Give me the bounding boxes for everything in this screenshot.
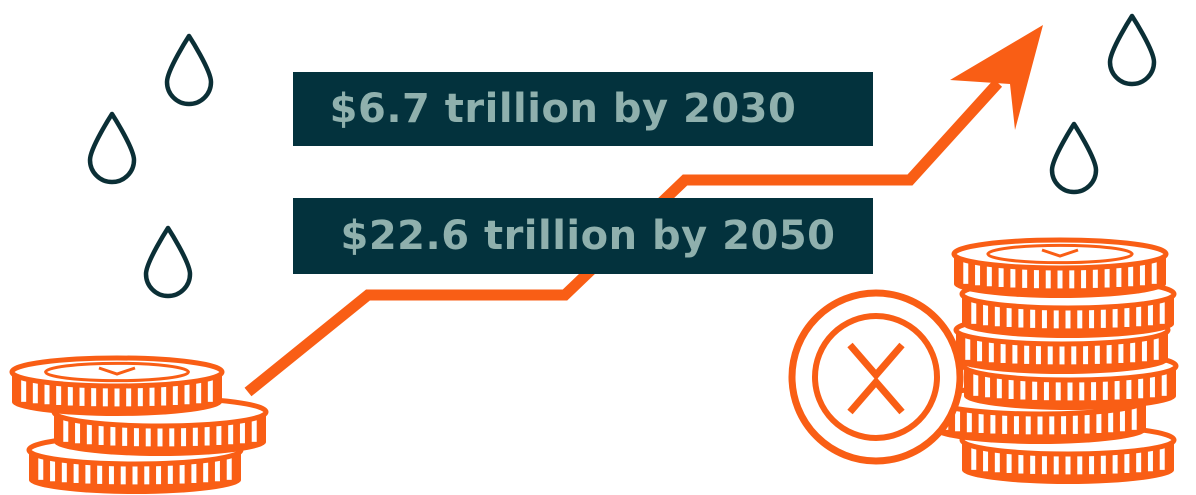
coin [951, 237, 1169, 298]
water-drop-icon [167, 36, 211, 104]
coin [9, 355, 225, 416]
water-drop-icon [1110, 16, 1154, 84]
coin-stack-icon [9, 355, 269, 494]
water-drop-icon [146, 228, 190, 296]
forecast-2030-label: $6.7 trillion by 2030 [293, 72, 873, 146]
water-drop-icon [90, 114, 134, 182]
water-drop-icon [1052, 124, 1096, 192]
big-coin-icon [788, 289, 964, 465]
forecast-2050-label: $22.6 trillion by 2050 [293, 198, 873, 274]
coin-stack-icon [931, 237, 1179, 484]
